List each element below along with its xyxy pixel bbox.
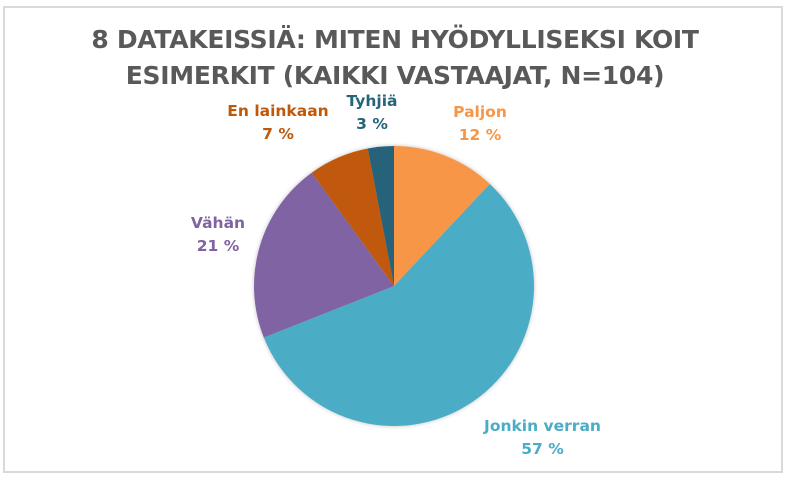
data-label-value: 57 % — [521, 440, 564, 458]
data-label-tyhjia: Tyhjiä 3 % — [322, 90, 422, 136]
data-label-category: Tyhjiä — [346, 92, 398, 110]
data-label-category: Jonkin verran — [484, 417, 601, 435]
chart-title-line-1: 8 DATAKEISSIÄ: MITEN HYÖDYLLISEKSI KOIT — [91, 25, 699, 54]
data-label-vahan: Vähän 21 % — [168, 212, 268, 258]
pie-slice-jonkin-verran — [263, 183, 534, 426]
data-label-value: 12 % — [458, 126, 502, 144]
data-label-value: 7 % — [262, 125, 294, 143]
data-label-value: 21 % — [196, 237, 240, 255]
data-label-category: Paljon — [453, 103, 507, 121]
pie-slice-tyhjiä — [367, 146, 394, 286]
chart-title-line-2: ESIMERKIT (KAIKKI VASTAAJAT, N=104) — [125, 61, 665, 90]
data-label-category: En lainkaan — [227, 102, 329, 120]
pie-slice-paljon — [394, 146, 490, 286]
data-label-jonkin-verran: Jonkin verran 57 % — [465, 415, 620, 461]
pie-slice-en-lainkaan — [311, 148, 394, 286]
data-label-value: 3 % — [356, 115, 388, 133]
pie-slice-vähän — [254, 172, 394, 338]
data-label-en-lainkaan: En lainkaan 7 % — [218, 100, 338, 146]
data-label-category: Vähän — [190, 214, 246, 232]
data-label-paljon: Paljon 12 % — [435, 101, 525, 147]
chart-title: 8 DATAKEISSIÄ: MITEN HYÖDYLLISEKSI KOIT … — [0, 22, 790, 94]
